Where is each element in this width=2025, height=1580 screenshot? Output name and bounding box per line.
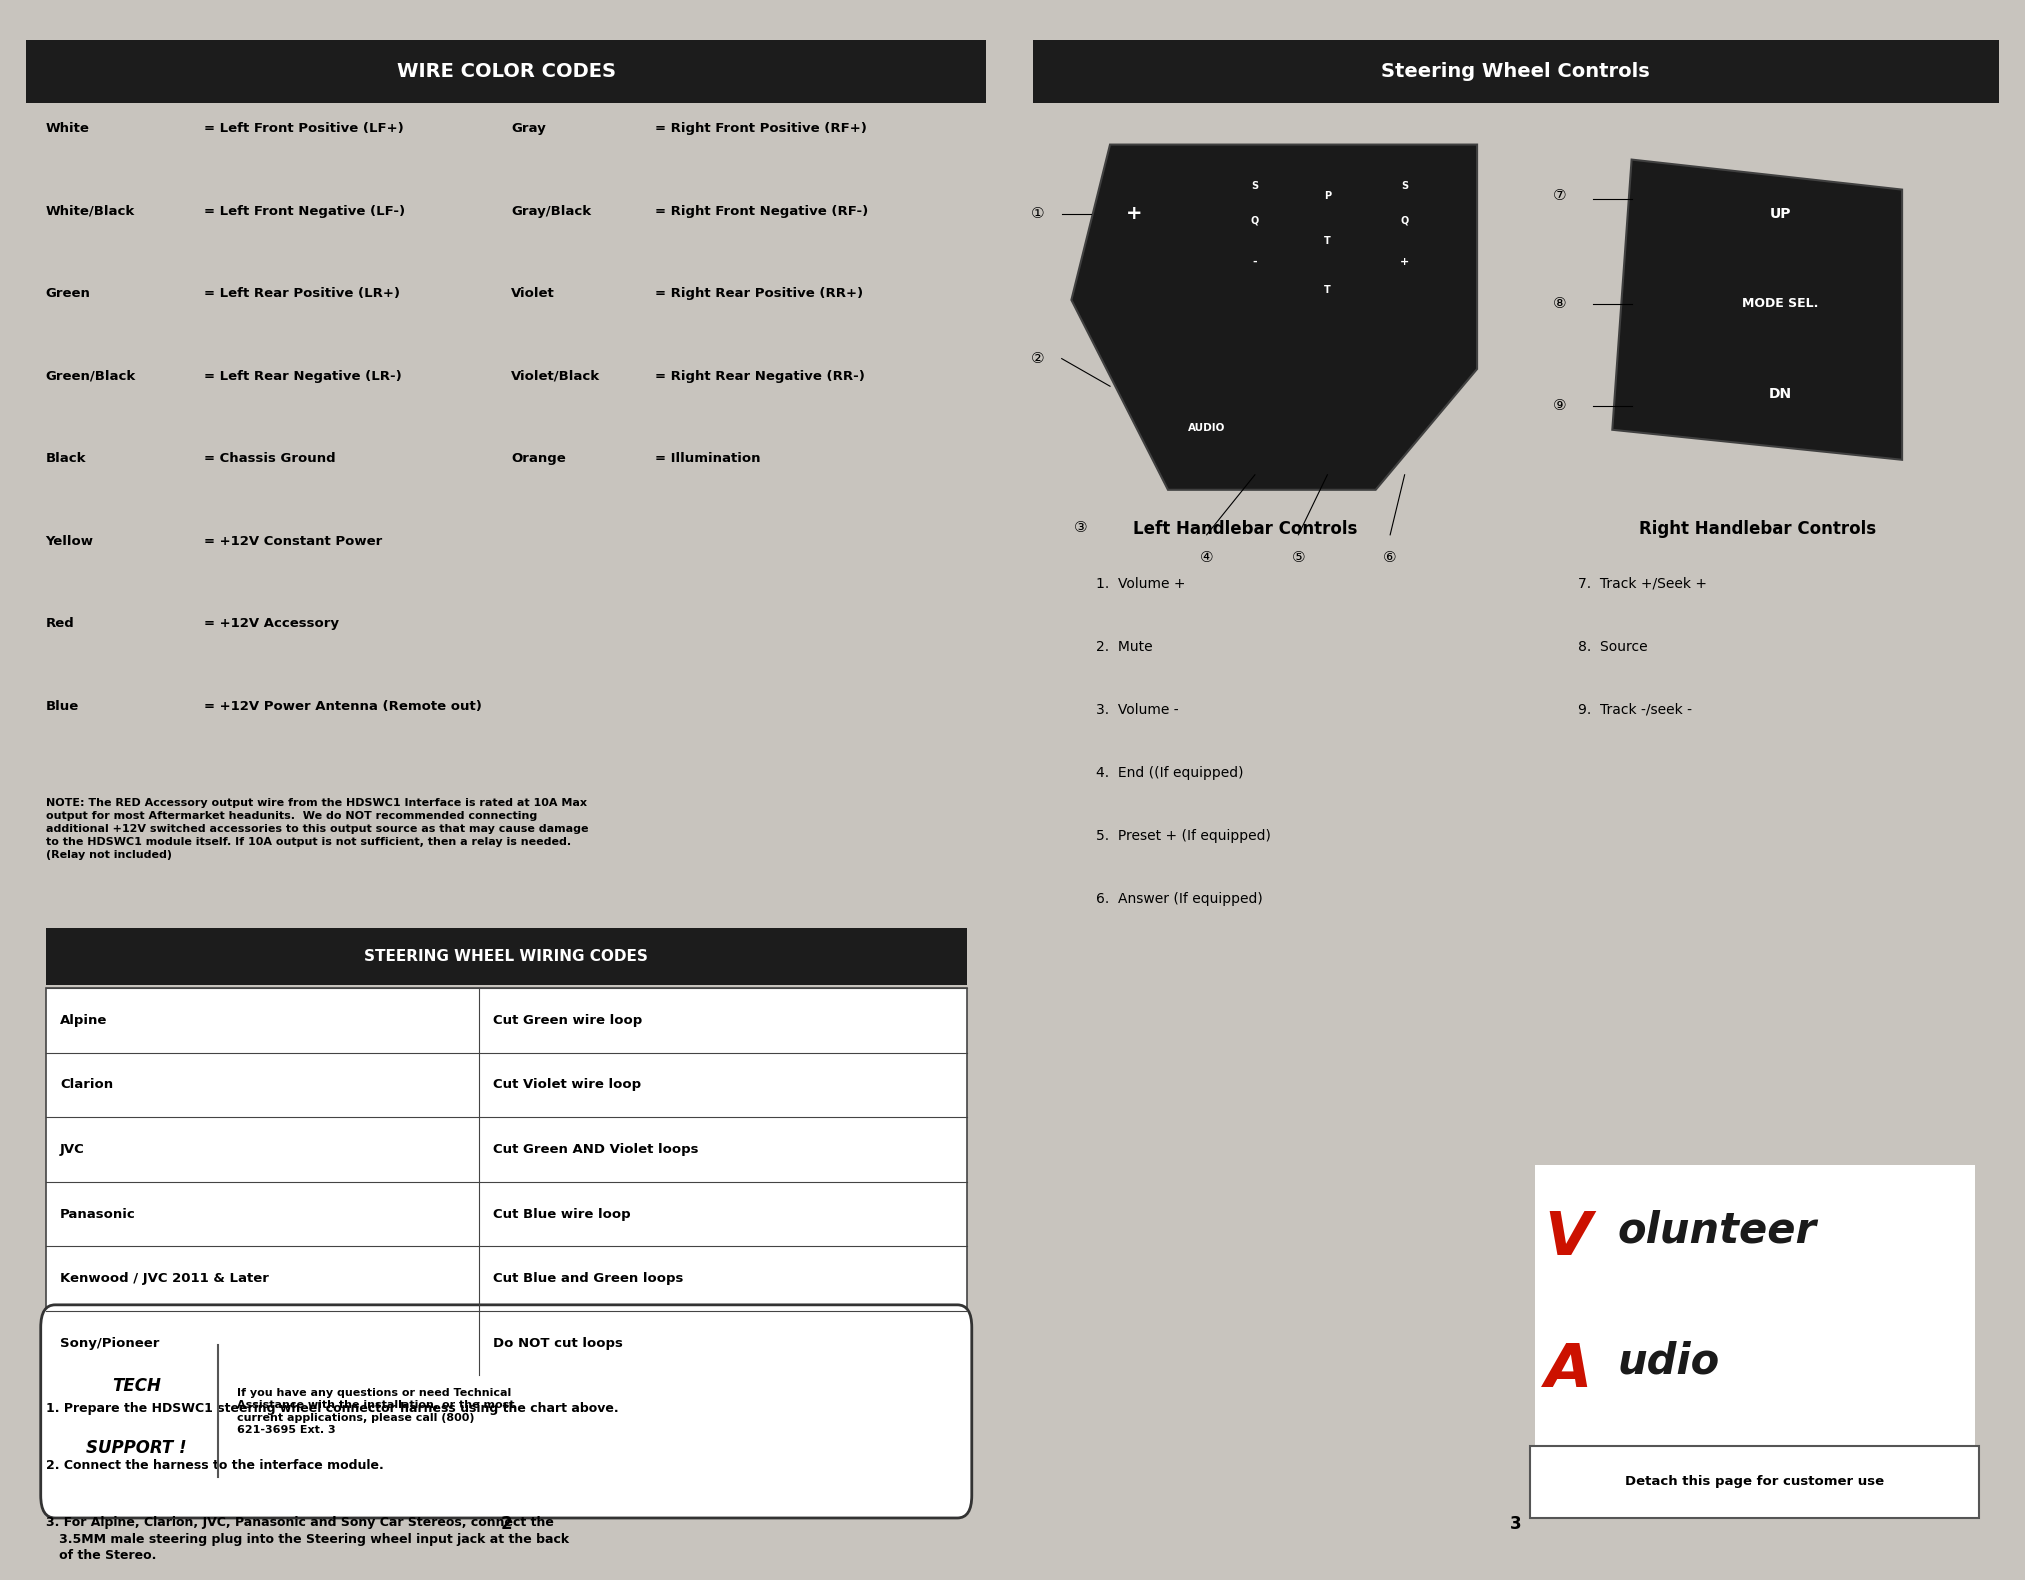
- Text: Sony/Pioneer: Sony/Pioneer: [61, 1337, 160, 1349]
- Text: Kenwood / JVC 2011 & Later: Kenwood / JVC 2011 & Later: [61, 1272, 269, 1285]
- Text: Green/Black: Green/Black: [45, 370, 136, 382]
- Text: Q: Q: [1401, 215, 1409, 226]
- Text: +: +: [1399, 258, 1409, 267]
- Polygon shape: [1612, 160, 1901, 460]
- Text: olunteer: olunteer: [1618, 1209, 1816, 1251]
- Text: 1.  Volume +: 1. Volume +: [1096, 577, 1185, 591]
- Text: T: T: [1324, 237, 1330, 246]
- Text: Violet/Black: Violet/Black: [510, 370, 599, 382]
- Text: 2: 2: [500, 1515, 512, 1533]
- Text: S: S: [1251, 182, 1258, 191]
- Text: White/Black: White/Black: [45, 205, 136, 218]
- Text: = +12V Constant Power: = +12V Constant Power: [205, 536, 383, 548]
- Text: ①: ①: [1031, 205, 1045, 221]
- Text: -: -: [1253, 258, 1258, 267]
- Text: = Left Front Negative (LF-): = Left Front Negative (LF-): [205, 205, 405, 218]
- Bar: [45, 927, 968, 986]
- Text: ③: ③: [1073, 520, 1087, 534]
- Text: Clarion: Clarion: [61, 1079, 113, 1092]
- Text: = Illumination: = Illumination: [654, 452, 761, 465]
- Text: = Left Rear Positive (LR+): = Left Rear Positive (LR+): [205, 288, 399, 300]
- Text: UP: UP: [1770, 207, 1792, 221]
- Text: = Left Front Positive (LF+): = Left Front Positive (LF+): [205, 122, 403, 134]
- Text: Black: Black: [45, 452, 85, 465]
- Text: T: T: [1324, 284, 1330, 294]
- Text: 8.  Source: 8. Source: [1580, 640, 1648, 654]
- Text: 1. Prepare the HDSWC1 steering wheel connector harness using the chart above.: 1. Prepare the HDSWC1 steering wheel con…: [45, 1403, 618, 1416]
- Text: Gray: Gray: [510, 122, 547, 134]
- Text: ⑧: ⑧: [1553, 295, 1565, 311]
- Text: 3.  Volume -: 3. Volume -: [1096, 703, 1179, 717]
- Text: 3. For Alpine, Clarion, JVC, Panasonic and Sony Car Stereos, connect the
   3.5M: 3. For Alpine, Clarion, JVC, Panasonic a…: [45, 1517, 569, 1563]
- Text: V: V: [1545, 1209, 1592, 1269]
- Text: P: P: [1324, 191, 1330, 201]
- Text: 9.  Track -/seek -: 9. Track -/seek -: [1580, 703, 1693, 717]
- Text: = Left Rear Negative (LR-): = Left Rear Negative (LR-): [205, 370, 401, 382]
- Text: Green: Green: [45, 288, 91, 300]
- Text: Blue: Blue: [45, 700, 79, 713]
- Text: 3: 3: [1511, 1515, 1521, 1533]
- Text: Cut Violet wire loop: Cut Violet wire loop: [492, 1079, 642, 1092]
- Text: Red: Red: [45, 618, 75, 630]
- Text: = Right Rear Positive (RR+): = Right Rear Positive (RR+): [654, 288, 863, 300]
- Text: If you have any questions or need Technical
Assistance with the installation, or: If you have any questions or need Techni…: [237, 1387, 514, 1435]
- Text: STEERING WHEEL WIRING CODES: STEERING WHEEL WIRING CODES: [364, 950, 648, 964]
- Text: White: White: [45, 122, 89, 134]
- Text: +: +: [1126, 204, 1142, 223]
- Text: Panasonic: Panasonic: [61, 1207, 136, 1220]
- Text: Detach this page for customer use: Detach this page for customer use: [1626, 1476, 1885, 1488]
- Text: ⑤: ⑤: [1292, 550, 1306, 564]
- Text: udio: udio: [1618, 1341, 1719, 1382]
- Text: = Right Rear Negative (RR-): = Right Rear Negative (RR-): [654, 370, 865, 382]
- Text: ④: ④: [1199, 550, 1213, 564]
- Text: 6.  Answer (If equipped): 6. Answer (If equipped): [1096, 893, 1262, 905]
- Text: 5.  Preset + (If equipped): 5. Preset + (If equipped): [1096, 830, 1270, 844]
- Text: = +12V Accessory: = +12V Accessory: [205, 618, 338, 630]
- Text: Steering Wheel Controls: Steering Wheel Controls: [1381, 62, 1650, 81]
- Polygon shape: [1071, 145, 1476, 490]
- Text: = Right Front Negative (RF-): = Right Front Negative (RF-): [654, 205, 869, 218]
- Text: = Chassis Ground: = Chassis Ground: [205, 452, 336, 465]
- Text: ⑦: ⑦: [1553, 188, 1565, 204]
- Text: 7.  Track +/Seek +: 7. Track +/Seek +: [1580, 577, 1707, 591]
- Bar: [1033, 40, 1999, 103]
- Text: = +12V Power Antenna (Remote out): = +12V Power Antenna (Remote out): [205, 700, 482, 713]
- Text: Cut Blue wire loop: Cut Blue wire loop: [492, 1207, 630, 1220]
- Text: Q: Q: [1251, 215, 1260, 226]
- Bar: [26, 40, 986, 103]
- Text: Right Handlebar Controls: Right Handlebar Controls: [1638, 520, 1875, 537]
- Text: ⑨: ⑨: [1553, 398, 1565, 414]
- Text: Orange: Orange: [510, 452, 565, 465]
- Text: Yellow: Yellow: [45, 536, 93, 548]
- Text: Cut Green AND Violet loops: Cut Green AND Violet loops: [492, 1142, 699, 1157]
- Text: NOTE: The RED Accessory output wire from the HDSWC1 Interface is rated at 10A Ma: NOTE: The RED Accessory output wire from…: [45, 798, 587, 860]
- Text: WIRE COLOR CODES: WIRE COLOR CODES: [397, 62, 616, 81]
- Text: S: S: [1401, 182, 1407, 191]
- Text: AUDIO: AUDIO: [1189, 423, 1225, 433]
- Text: DN: DN: [1768, 387, 1792, 401]
- Text: MODE SEL.: MODE SEL.: [1742, 297, 1818, 310]
- Text: Cut Blue and Green loops: Cut Blue and Green loops: [492, 1272, 682, 1285]
- Text: TECH: TECH: [111, 1378, 162, 1395]
- Text: A: A: [1545, 1341, 1592, 1400]
- Bar: [1535, 1166, 1974, 1458]
- Text: JVC: JVC: [61, 1142, 85, 1157]
- Text: 2.  Mute: 2. Mute: [1096, 640, 1152, 654]
- FancyBboxPatch shape: [1531, 1446, 1978, 1518]
- Text: 2. Connect the harness to the interface module.: 2. Connect the harness to the interface …: [45, 1460, 383, 1473]
- Text: ②: ②: [1031, 351, 1045, 367]
- Text: Gray/Black: Gray/Black: [510, 205, 591, 218]
- Text: Do NOT cut loops: Do NOT cut loops: [492, 1337, 624, 1349]
- Text: 4.  End ((If equipped): 4. End ((If equipped): [1096, 766, 1243, 781]
- Text: = Right Front Positive (RF+): = Right Front Positive (RF+): [654, 122, 867, 134]
- Text: ⑥: ⑥: [1383, 550, 1397, 564]
- Text: Left Handlebar Controls: Left Handlebar Controls: [1134, 520, 1357, 537]
- Bar: [45, 988, 968, 1375]
- Text: Cut Green wire loop: Cut Green wire loop: [492, 1014, 642, 1027]
- Text: SUPPORT !: SUPPORT !: [87, 1439, 186, 1457]
- Text: Alpine: Alpine: [61, 1014, 107, 1027]
- FancyBboxPatch shape: [40, 1305, 972, 1518]
- Text: Violet: Violet: [510, 288, 555, 300]
